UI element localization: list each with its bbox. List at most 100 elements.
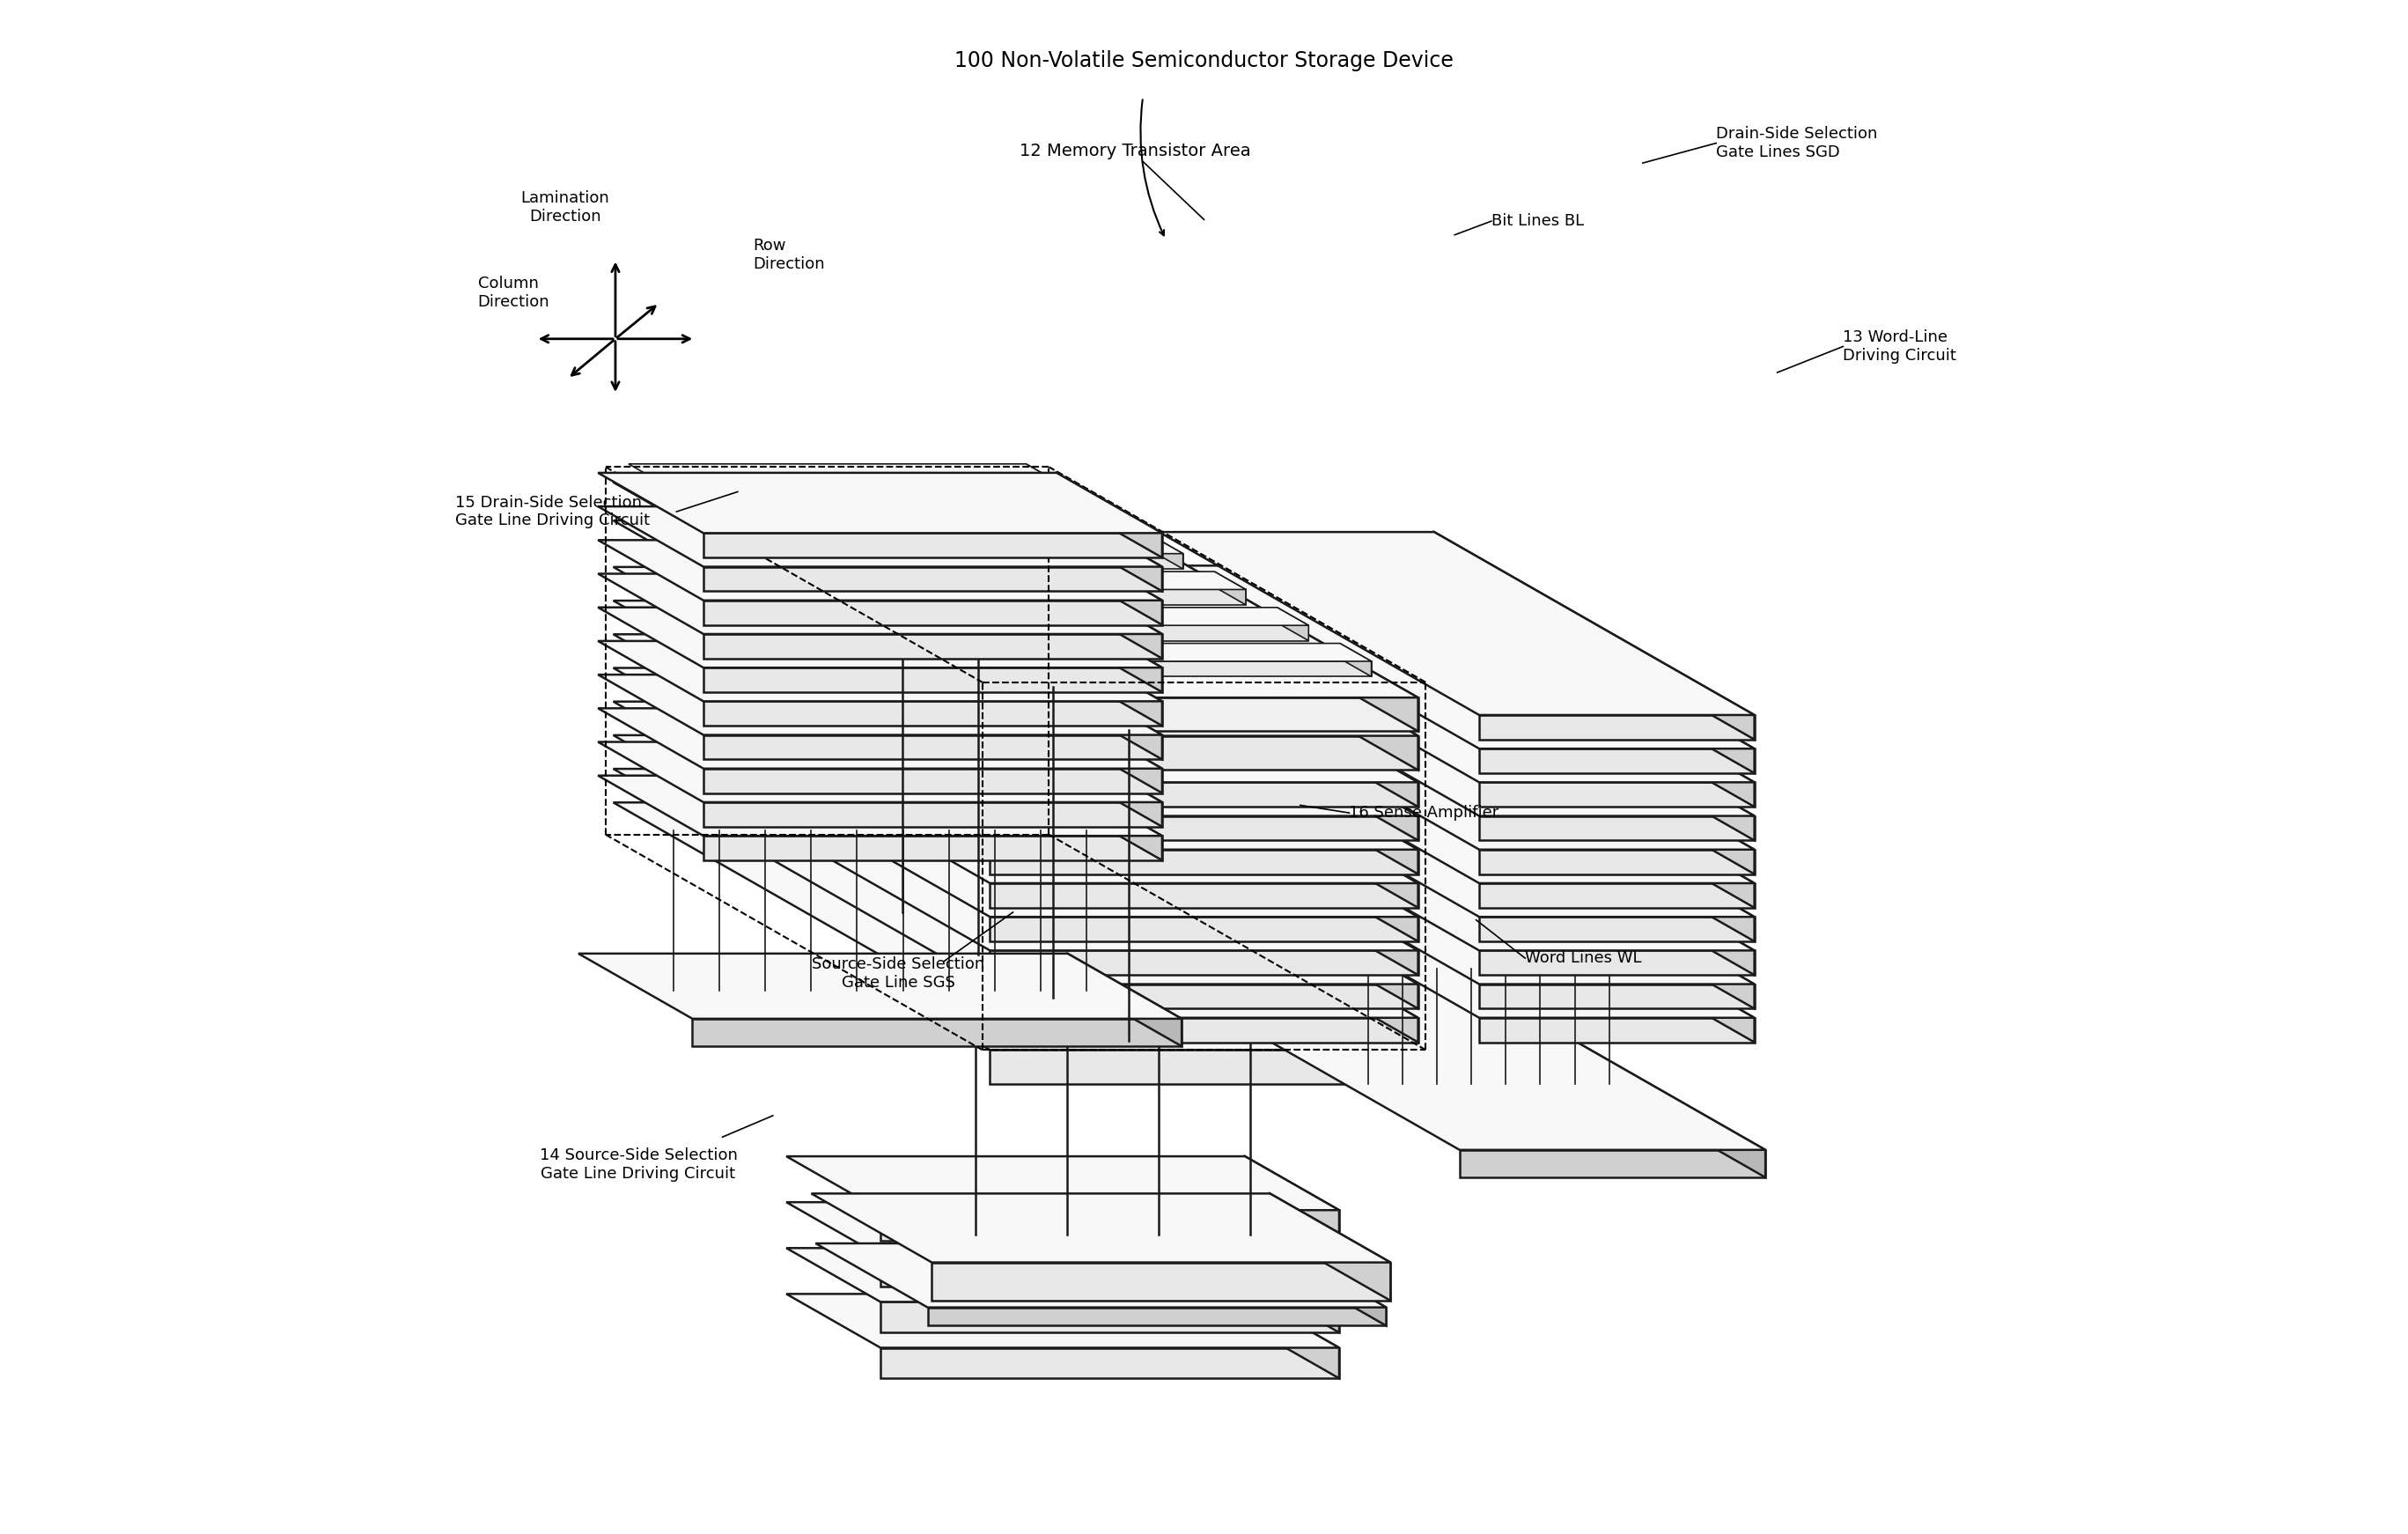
Polygon shape [1245,1157,1339,1241]
Polygon shape [1479,884,1755,908]
Polygon shape [1158,532,1755,715]
Text: 16 Sense Amplifier: 16 Sense Amplifier [1348,805,1500,821]
Polygon shape [1269,1193,1389,1301]
Polygon shape [722,518,1120,532]
Polygon shape [881,1210,1339,1241]
Polygon shape [1435,700,1755,908]
Polygon shape [1435,566,1755,773]
Polygon shape [1057,472,1163,557]
Polygon shape [1057,675,1163,759]
Polygon shape [1245,1249,1339,1333]
Polygon shape [703,701,1163,726]
Polygon shape [990,1049,1418,1085]
Polygon shape [597,641,1163,701]
Text: Row
Direction: Row Direction [754,238,826,272]
Polygon shape [1040,802,1418,1042]
Polygon shape [1088,500,1120,532]
Polygon shape [1435,532,1755,739]
Polygon shape [614,735,1418,951]
Polygon shape [1274,1244,1387,1325]
Polygon shape [660,482,1057,497]
Polygon shape [703,667,1163,692]
Text: 12 Memory Transistor Area: 12 Memory Transistor Area [1019,143,1250,160]
Polygon shape [1040,482,1418,732]
Polygon shape [1158,667,1755,850]
Text: 14 Source-Side Selection
Gate Line Driving Circuit: 14 Source-Side Selection Gate Line Drivi… [539,1147,737,1181]
Polygon shape [1158,801,1755,985]
Polygon shape [910,626,1308,641]
Polygon shape [787,1157,1339,1210]
Polygon shape [990,736,1418,770]
Polygon shape [1158,767,1755,951]
Polygon shape [1479,749,1755,773]
Polygon shape [1040,667,1418,908]
Polygon shape [990,816,1418,841]
Polygon shape [614,769,1418,985]
Polygon shape [1057,607,1163,692]
Polygon shape [1158,600,1755,782]
Polygon shape [1057,540,1163,624]
Polygon shape [1040,520,1418,770]
Polygon shape [703,836,1163,861]
Polygon shape [614,482,1418,698]
Polygon shape [628,463,1057,482]
Polygon shape [1158,834,1755,1017]
Polygon shape [597,506,1163,566]
Polygon shape [990,985,1418,1008]
Polygon shape [1067,954,1182,1046]
Text: Lamination
Direction: Lamination Direction [520,190,609,224]
Polygon shape [1435,767,1755,976]
Polygon shape [811,1193,1389,1262]
Text: 100 Non-Volatile Semiconductor Storage Device: 100 Non-Volatile Semiconductor Storage D… [954,51,1454,71]
Polygon shape [990,782,1418,807]
Polygon shape [942,643,1373,661]
Polygon shape [1040,701,1418,942]
Polygon shape [1026,463,1057,497]
Polygon shape [703,735,1163,759]
Polygon shape [1479,917,1755,942]
Polygon shape [1339,643,1373,676]
Polygon shape [1238,1014,1262,1032]
Polygon shape [578,954,1182,1019]
Polygon shape [597,574,1163,634]
Polygon shape [1057,641,1163,726]
Polygon shape [1055,1014,1079,1032]
Polygon shape [1276,607,1308,641]
Polygon shape [1040,601,1418,841]
Polygon shape [703,634,1163,658]
Polygon shape [597,776,1163,836]
Polygon shape [816,1244,1387,1307]
Polygon shape [703,769,1163,793]
Polygon shape [963,1014,987,1032]
Polygon shape [703,802,1163,827]
Polygon shape [597,472,1163,534]
Polygon shape [816,572,1245,589]
Polygon shape [1479,715,1755,739]
Polygon shape [1435,834,1755,1042]
Polygon shape [614,634,1418,850]
Polygon shape [1435,600,1755,807]
Polygon shape [927,1307,1387,1325]
Polygon shape [1435,634,1755,841]
Polygon shape [1245,1203,1339,1287]
Polygon shape [1057,709,1163,793]
Polygon shape [990,1017,1418,1042]
Polygon shape [1435,801,1755,1008]
Text: 13 Word-Line
Driving Circuit: 13 Word-Line Driving Circuit [1842,330,1958,364]
Polygon shape [597,742,1163,802]
Polygon shape [848,589,1245,604]
Polygon shape [614,601,1418,816]
Polygon shape [1479,816,1755,841]
Polygon shape [1324,996,1418,1085]
Polygon shape [1158,566,1755,749]
Polygon shape [1214,572,1245,604]
Polygon shape [691,500,1120,518]
Polygon shape [614,520,1418,736]
Text: 15 Drain-Side Selection
Gate Line Driving Circuit: 15 Drain-Side Selection Gate Line Drivin… [455,494,650,529]
Polygon shape [990,951,1418,976]
Polygon shape [1479,985,1755,1008]
Polygon shape [990,917,1418,942]
Polygon shape [1158,700,1755,884]
Polygon shape [1479,782,1755,807]
Polygon shape [1040,568,1418,807]
